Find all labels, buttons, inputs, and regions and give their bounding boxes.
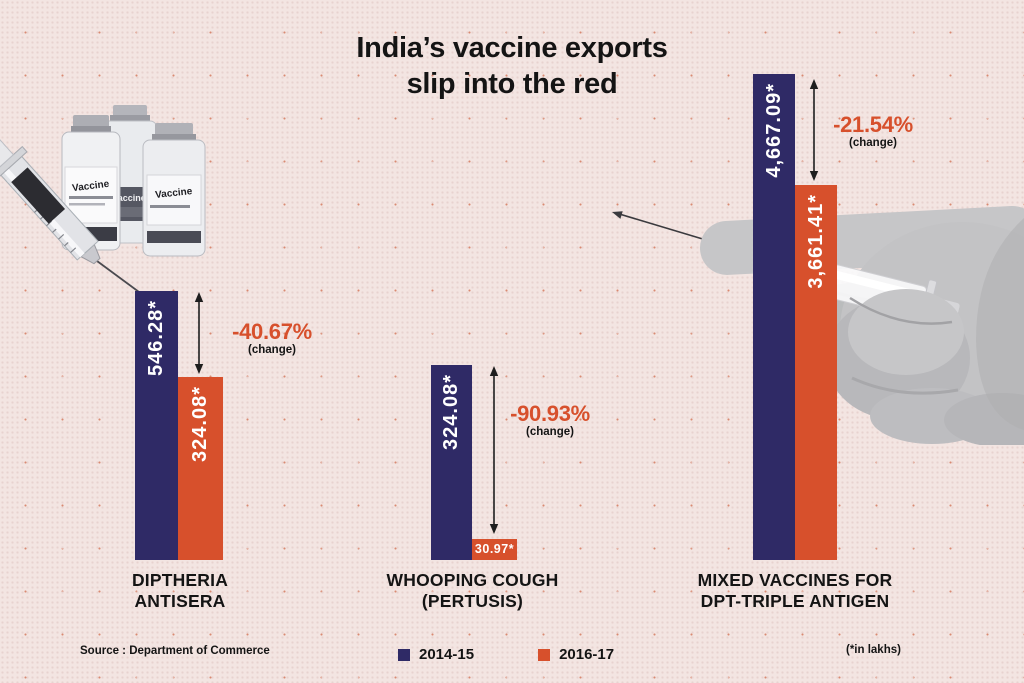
vaccine-vials-and-syringe-photo: Vaccine Vaccine Vaccine xyxy=(0,105,206,293)
bar-2016-17-whooping-cough: 30.97* xyxy=(472,539,517,560)
change-arrow-whooping-cough xyxy=(489,366,499,534)
change-caption: (change) xyxy=(849,137,897,149)
category-line1: DIPTHERIA xyxy=(131,570,229,590)
units-note: (*in lakhs) xyxy=(846,644,901,656)
source-note: Source : Department of Commerce xyxy=(80,645,270,657)
change-percent: -21.54% xyxy=(833,112,913,137)
vial-label-text: Vaccine xyxy=(112,193,146,203)
chart-title: India’s vaccine exports slip into the re… xyxy=(0,30,1024,102)
gloved-hand-holding-syringe-photo xyxy=(612,205,1024,445)
category-label-diptheria: DIPTHERIA ANTISERA xyxy=(95,570,265,612)
bar-value-label: 324.08* xyxy=(440,374,462,450)
bar-2014-15-diptheria: 546.28* xyxy=(135,291,178,560)
bar-value-label: 30.97* xyxy=(474,542,515,556)
legend-item-2014-15: 2014-15 xyxy=(398,646,474,663)
change-label-diptheria: -40.67% (change) xyxy=(218,320,326,357)
vial-label-text: Vaccine xyxy=(72,179,111,195)
category-label-mixed-vaccines: MIXED VACCINES FOR DPT-TRIPLE ANTIGEN xyxy=(685,570,905,612)
change-percent: -90.93% xyxy=(510,401,590,426)
category-line1: WHOOPING COUGH xyxy=(386,570,559,590)
bar-2016-17-diptheria: 324.08* xyxy=(178,377,223,560)
chart-title-line2: slip into the red xyxy=(406,68,618,100)
legend-swatch-2014-15 xyxy=(398,648,410,661)
category-line2: DPT-TRIPLE ANTIGEN xyxy=(700,591,890,611)
legend: 2014-15 2016-17 xyxy=(398,646,614,663)
legend-swatch-2016-17 xyxy=(538,648,551,661)
bar-2016-17-mixed-vaccines: 3,661.41* xyxy=(795,185,837,560)
legend-item-2016-17: 2016-17 xyxy=(538,646,614,663)
legend-label: 2016-17 xyxy=(559,646,615,663)
bar-value-label: 3,661.41* xyxy=(804,194,827,289)
change-arrow-diptheria xyxy=(194,292,204,374)
vaccine-vial-right: Vaccine xyxy=(142,123,206,257)
change-arrow-mixed-vaccines xyxy=(809,79,819,181)
bar-2014-15-whooping-cough: 324.08* xyxy=(431,365,472,560)
bar-value-label: 546.28* xyxy=(145,300,167,376)
legend-label: 2014-15 xyxy=(419,646,475,663)
category-line2: ANTISERA xyxy=(134,591,226,611)
needle-arrowhead xyxy=(612,211,623,219)
vial-label-text: Vaccine xyxy=(155,186,194,201)
chart-title-line1: India’s vaccine exports xyxy=(356,32,668,64)
change-caption: (change) xyxy=(526,426,574,438)
bar-value-label: 324.08* xyxy=(189,386,211,462)
bar-2014-15-mixed-vaccines: 4,667.09* xyxy=(753,74,795,560)
change-percent: -40.67% xyxy=(232,319,312,344)
fingertip xyxy=(848,289,964,375)
category-line1: MIXED VACCINES FOR xyxy=(697,570,893,590)
category-line2: (PERTUSIS) xyxy=(421,591,524,611)
change-caption: (change) xyxy=(248,344,296,356)
finger-shading xyxy=(849,296,953,325)
syringe-icon xyxy=(0,127,140,293)
category-label-whooping-cough: WHOOPING COUGH (PERTUSIS) xyxy=(385,570,560,612)
change-label-whooping-cough: -90.93% (change) xyxy=(498,402,602,439)
change-label-mixed-vaccines: -21.54% (change) xyxy=(818,113,928,150)
